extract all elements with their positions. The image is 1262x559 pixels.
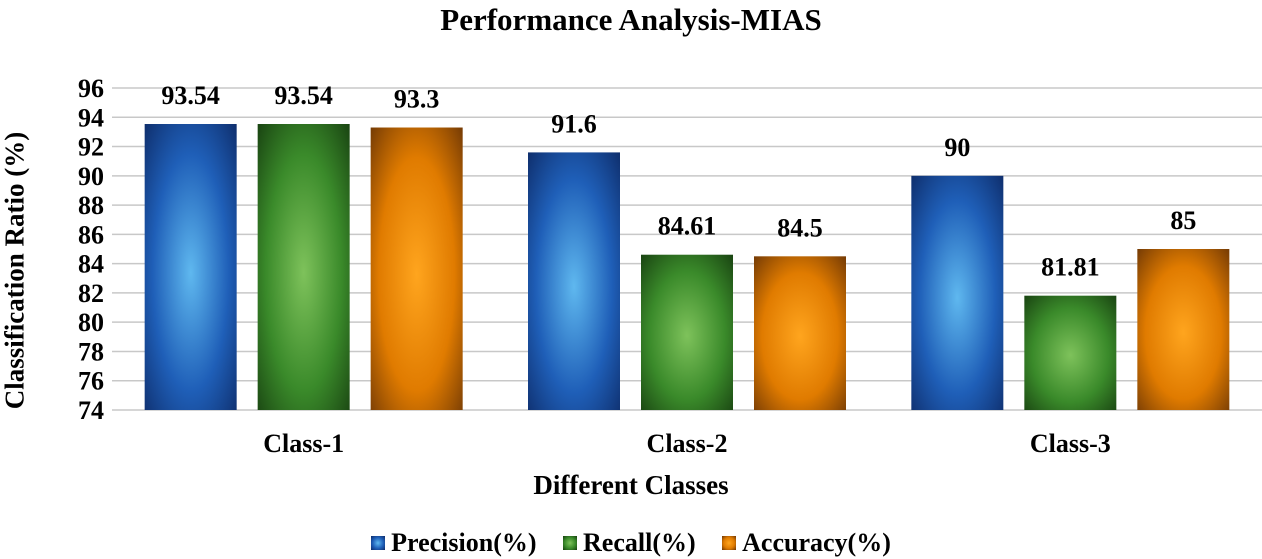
legend-swatch-accuracy: [722, 536, 737, 551]
y-tick-label: 86: [78, 220, 104, 249]
bar-class-1-precision[interactable]: [144, 124, 237, 410]
bar-class-1-accuracy[interactable]: [370, 127, 463, 410]
legend: Precision(%) Recall(%) Accuracy(%): [0, 528, 1262, 558]
data-label: 91.6: [551, 109, 597, 138]
data-labels: 93.54 93.54 93.3 91.6 84.61 84.5 90 81.81 85: [161, 81, 1196, 282]
bar-class-2-precision[interactable]: [528, 152, 620, 410]
bar-class-1-recall[interactable]: [257, 124, 350, 410]
data-label: 85: [1170, 206, 1196, 235]
bar-class-3-accuracy[interactable]: [1137, 249, 1230, 410]
data-label: 81.81: [1041, 253, 1100, 282]
x-tick-label: Class-1: [263, 429, 344, 458]
legend-label-recall: Recall(%): [583, 528, 696, 557]
y-tick-label: 94: [78, 103, 104, 132]
data-label: 93.54: [274, 81, 333, 110]
x-axis-label: Different Classes: [533, 470, 729, 500]
y-axis-label: Classification Ratio (%): [0, 131, 30, 410]
data-label: 90: [944, 133, 970, 162]
y-tick-label: 90: [78, 162, 104, 191]
legend-label-accuracy: Accuracy(%): [742, 528, 891, 557]
y-tick-label: 84: [78, 250, 104, 279]
bar-class-3-recall[interactable]: [1024, 295, 1117, 410]
legend-item-accuracy[interactable]: Accuracy(%): [722, 528, 891, 558]
bar-class-2-accuracy[interactable]: [754, 256, 846, 410]
y-tick-label: 92: [78, 133, 104, 162]
x-axis-ticks: Class-1 Class-2 Class-3: [263, 429, 1111, 458]
bars: [144, 124, 1230, 410]
data-label: 84.61: [658, 212, 717, 241]
x-tick-label: Class-3: [1030, 429, 1111, 458]
y-tick-label: 76: [78, 367, 104, 396]
legend-item-recall[interactable]: Recall(%): [563, 528, 696, 558]
legend-label-precision: Precision(%): [391, 528, 537, 557]
bar-class-3-precision[interactable]: [911, 175, 1004, 410]
data-label: 93.54: [161, 81, 220, 110]
y-tick-label: 96: [78, 74, 104, 103]
y-tick-label: 78: [78, 337, 104, 366]
legend-swatch-recall: [563, 536, 578, 551]
chart-title: Performance Analysis-MIAS: [440, 2, 822, 37]
y-tick-label: 88: [78, 191, 104, 220]
x-tick-label: Class-2: [647, 429, 728, 458]
data-label: 84.5: [777, 213, 823, 242]
data-label: 93.3: [394, 85, 440, 114]
bar-class-2-recall[interactable]: [641, 254, 733, 410]
y-tick-label: 80: [78, 308, 104, 337]
y-tick-label: 82: [78, 279, 104, 308]
legend-swatch-precision: [371, 536, 386, 551]
legend-item-precision[interactable]: Precision(%): [371, 528, 537, 558]
y-tick-label: 74: [78, 396, 104, 425]
